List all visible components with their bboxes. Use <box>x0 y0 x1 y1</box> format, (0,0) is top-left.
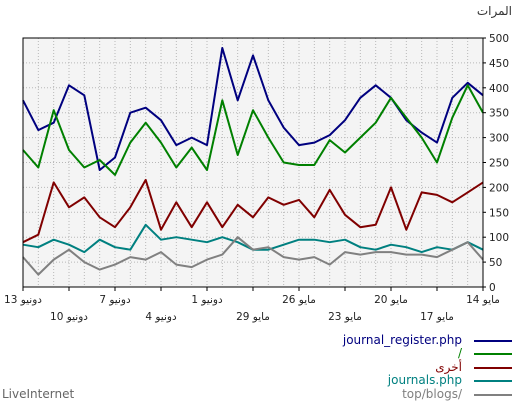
x-tick-label: 10 دونيو <box>50 311 88 323</box>
y-axis-title: المرات <box>476 4 512 18</box>
legend-label: / <box>457 346 462 361</box>
y-tick-label: 500 <box>489 33 509 45</box>
legend-swatch <box>474 353 512 356</box>
x-tick-label: 14 مايو <box>466 294 500 306</box>
x-tick-label: 1 دونيو <box>191 294 223 306</box>
legend-item: journal_register.php <box>300 334 512 347</box>
legend-item: أخرى <box>300 359 512 374</box>
legend-item: top/blogs/ <box>300 386 512 401</box>
legend-swatch <box>474 380 512 383</box>
y-tick-label: 400 <box>489 83 509 95</box>
legend: journal_register.php / أخرى journals.php… <box>300 334 512 401</box>
x-tick-label: 13 دونيو <box>4 294 42 306</box>
series-layer <box>22 47 484 276</box>
y-tick-label: 50 <box>489 257 502 269</box>
y-tick-label: 100 <box>489 232 509 244</box>
x-tick-label: 20 مايو <box>374 294 408 306</box>
legend-swatch <box>474 340 512 342</box>
brand-label: LiveInternet <box>2 387 75 401</box>
legend-label: أخرى <box>435 359 462 374</box>
legend-item: / <box>300 347 512 360</box>
y-tick-label: 450 <box>489 58 509 70</box>
y-tick-label: 0 <box>489 282 496 294</box>
x-tick-label: 4 دونيو <box>145 311 177 323</box>
legend-swatch <box>474 366 512 369</box>
series-line-2 <box>22 178 484 244</box>
y-axis-ticks: 0 50 100 150 200 250 300 350 400 450 500 <box>483 33 509 294</box>
x-axis-ticks: 14 مايو 17 مايو 20 مايو 23 مايو 26 مايو 29 ما… <box>4 287 500 323</box>
legend-label: journals.php <box>387 373 462 388</box>
y-tick-label: 300 <box>489 133 509 145</box>
y-tick-label: 350 <box>489 108 509 120</box>
legend-label: top/blogs/ <box>402 386 462 401</box>
series-line-4 <box>22 236 484 276</box>
legend-label: journal_register.php <box>342 333 462 347</box>
y-tick-label: 150 <box>489 207 509 219</box>
series-line-1 <box>22 84 484 176</box>
legend-swatch <box>474 393 512 396</box>
x-tick-label: 26 مايو <box>282 294 316 306</box>
y-tick-label: 250 <box>489 158 509 170</box>
x-tick-label: 23 مايو <box>328 311 362 323</box>
series-line-0 <box>22 47 484 171</box>
x-tick-label: 17 مايو <box>420 311 454 323</box>
y-tick-label: 200 <box>489 182 509 194</box>
x-tick-label: 29 مايو <box>236 311 270 323</box>
legend-item: journals.php <box>300 374 512 387</box>
x-tick-label: 7 دونيو <box>99 294 131 306</box>
